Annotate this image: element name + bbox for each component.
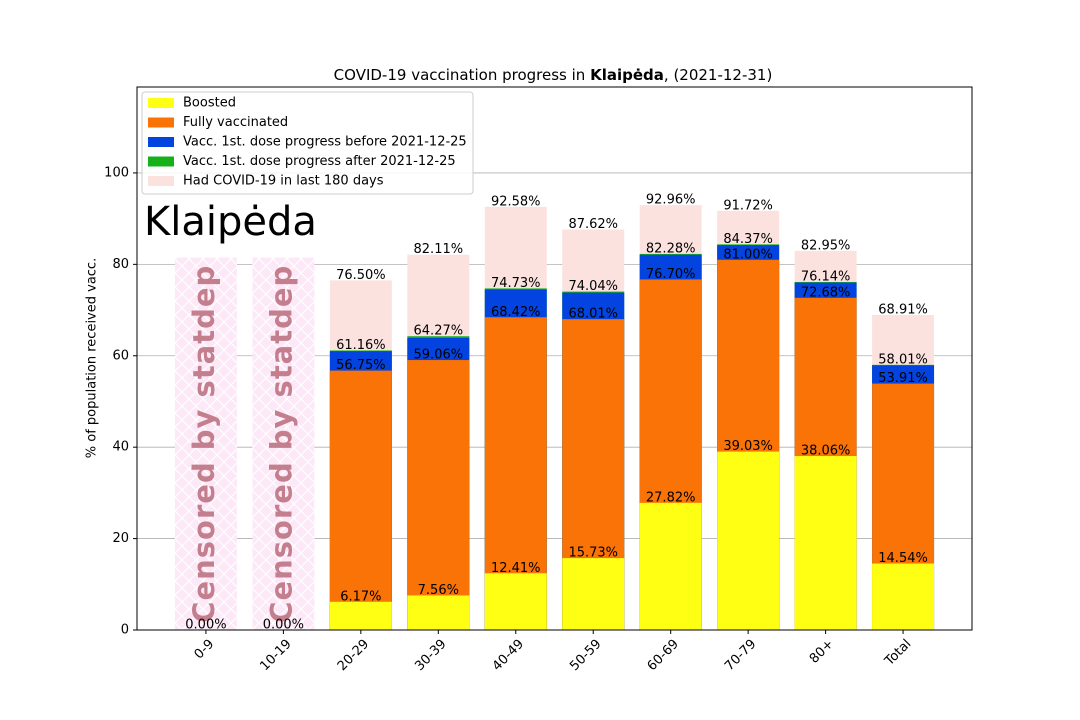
value-label: 0.00% [185, 618, 226, 633]
value-label: 27.82% [646, 490, 696, 505]
value-label: 14.54% [878, 551, 928, 566]
value-label: 92.58% [491, 194, 541, 209]
censored-label: Censored by statdep [187, 265, 221, 623]
bar [639, 502, 702, 630]
value-label: 61.16% [336, 338, 386, 353]
censored-hatch [252, 257, 315, 630]
value-label: 74.73% [491, 276, 541, 291]
value-label: 15.73% [568, 546, 618, 561]
legend-swatch [148, 137, 174, 147]
value-label: 82.28% [646, 241, 696, 256]
bar [329, 601, 392, 630]
bar [717, 451, 780, 630]
value-label: 81.00% [723, 247, 773, 262]
legend-label: Boosted [183, 96, 236, 111]
title-part: Klaipėda [590, 66, 664, 84]
y-tick-label: 20 [112, 531, 129, 546]
plot-frame [136, 86, 973, 631]
value-label: 58.01% [878, 352, 928, 367]
value-label: 76.14% [801, 269, 851, 284]
legend-label: Fully vaccinated [183, 115, 288, 130]
value-label: 7.56% [418, 583, 459, 598]
y-axis-label: % of population received vacc. [85, 258, 100, 458]
title-part: , (2021-12-31) [664, 66, 772, 84]
censored-label: Censored by statdep [264, 265, 298, 623]
value-label: 68.42% [491, 305, 541, 320]
value-label: 87.62% [568, 217, 618, 232]
y-tick-label: 60 [112, 348, 129, 363]
value-label: 56.75% [336, 358, 386, 373]
value-label: 53.91% [878, 371, 928, 386]
bar [484, 573, 547, 630]
bar [407, 595, 470, 630]
value-label: 91.72% [723, 198, 773, 213]
value-label: 68.91% [878, 303, 928, 318]
y-tick-label: 0 [121, 623, 129, 638]
value-label: 82.95% [801, 238, 851, 253]
censored-hatch [174, 257, 237, 630]
legend-swatch [148, 176, 174, 186]
value-label: 6.17% [340, 589, 381, 604]
value-label: 12.41% [491, 561, 541, 576]
value-label: 0.00% [263, 618, 304, 633]
legend-label: Vacc. 1st. dose progress before 2021-12-… [183, 135, 467, 150]
value-label: 68.01% [568, 307, 618, 322]
value-label: 82.11% [414, 242, 464, 257]
value-label: 64.27% [414, 324, 464, 339]
bar [562, 558, 625, 630]
bar [329, 370, 392, 630]
bar [872, 563, 935, 630]
bar [407, 360, 470, 630]
legend-label: Vacc. 1st. dose progress after 2021-12-2… [183, 154, 456, 169]
value-label: 76.50% [336, 268, 386, 283]
legend-box [141, 91, 474, 195]
legend-swatch [148, 156, 174, 167]
value-label: 76.70% [646, 267, 696, 282]
legend-swatch [148, 117, 174, 128]
legend: Boosted Fully vaccinated Vacc. 1st. dose p… [141, 91, 474, 195]
annotation: Klaipėda [144, 199, 317, 245]
value-label: 74.04% [568, 279, 618, 294]
y-tick-label: 80 [112, 257, 129, 272]
legend-label: Had COVID-19 in last 180 days [183, 174, 384, 189]
bar [794, 456, 857, 630]
value-label: 84.37% [723, 232, 773, 247]
value-label: 92.96% [646, 193, 696, 208]
value-label: 38.06% [801, 444, 851, 459]
value-label: 59.06% [414, 348, 464, 363]
value-label: 39.03% [723, 439, 773, 454]
y-tick-label: 40 [112, 440, 129, 455]
value-label: 72.68% [801, 285, 851, 300]
y-tick-label: 100 [104, 165, 129, 180]
legend-swatch [148, 98, 174, 108]
title-part: COVID-19 vaccination progress in [334, 66, 590, 84]
chart-title: COVID-19 vaccination progress in Klaipėd… [334, 66, 773, 84]
